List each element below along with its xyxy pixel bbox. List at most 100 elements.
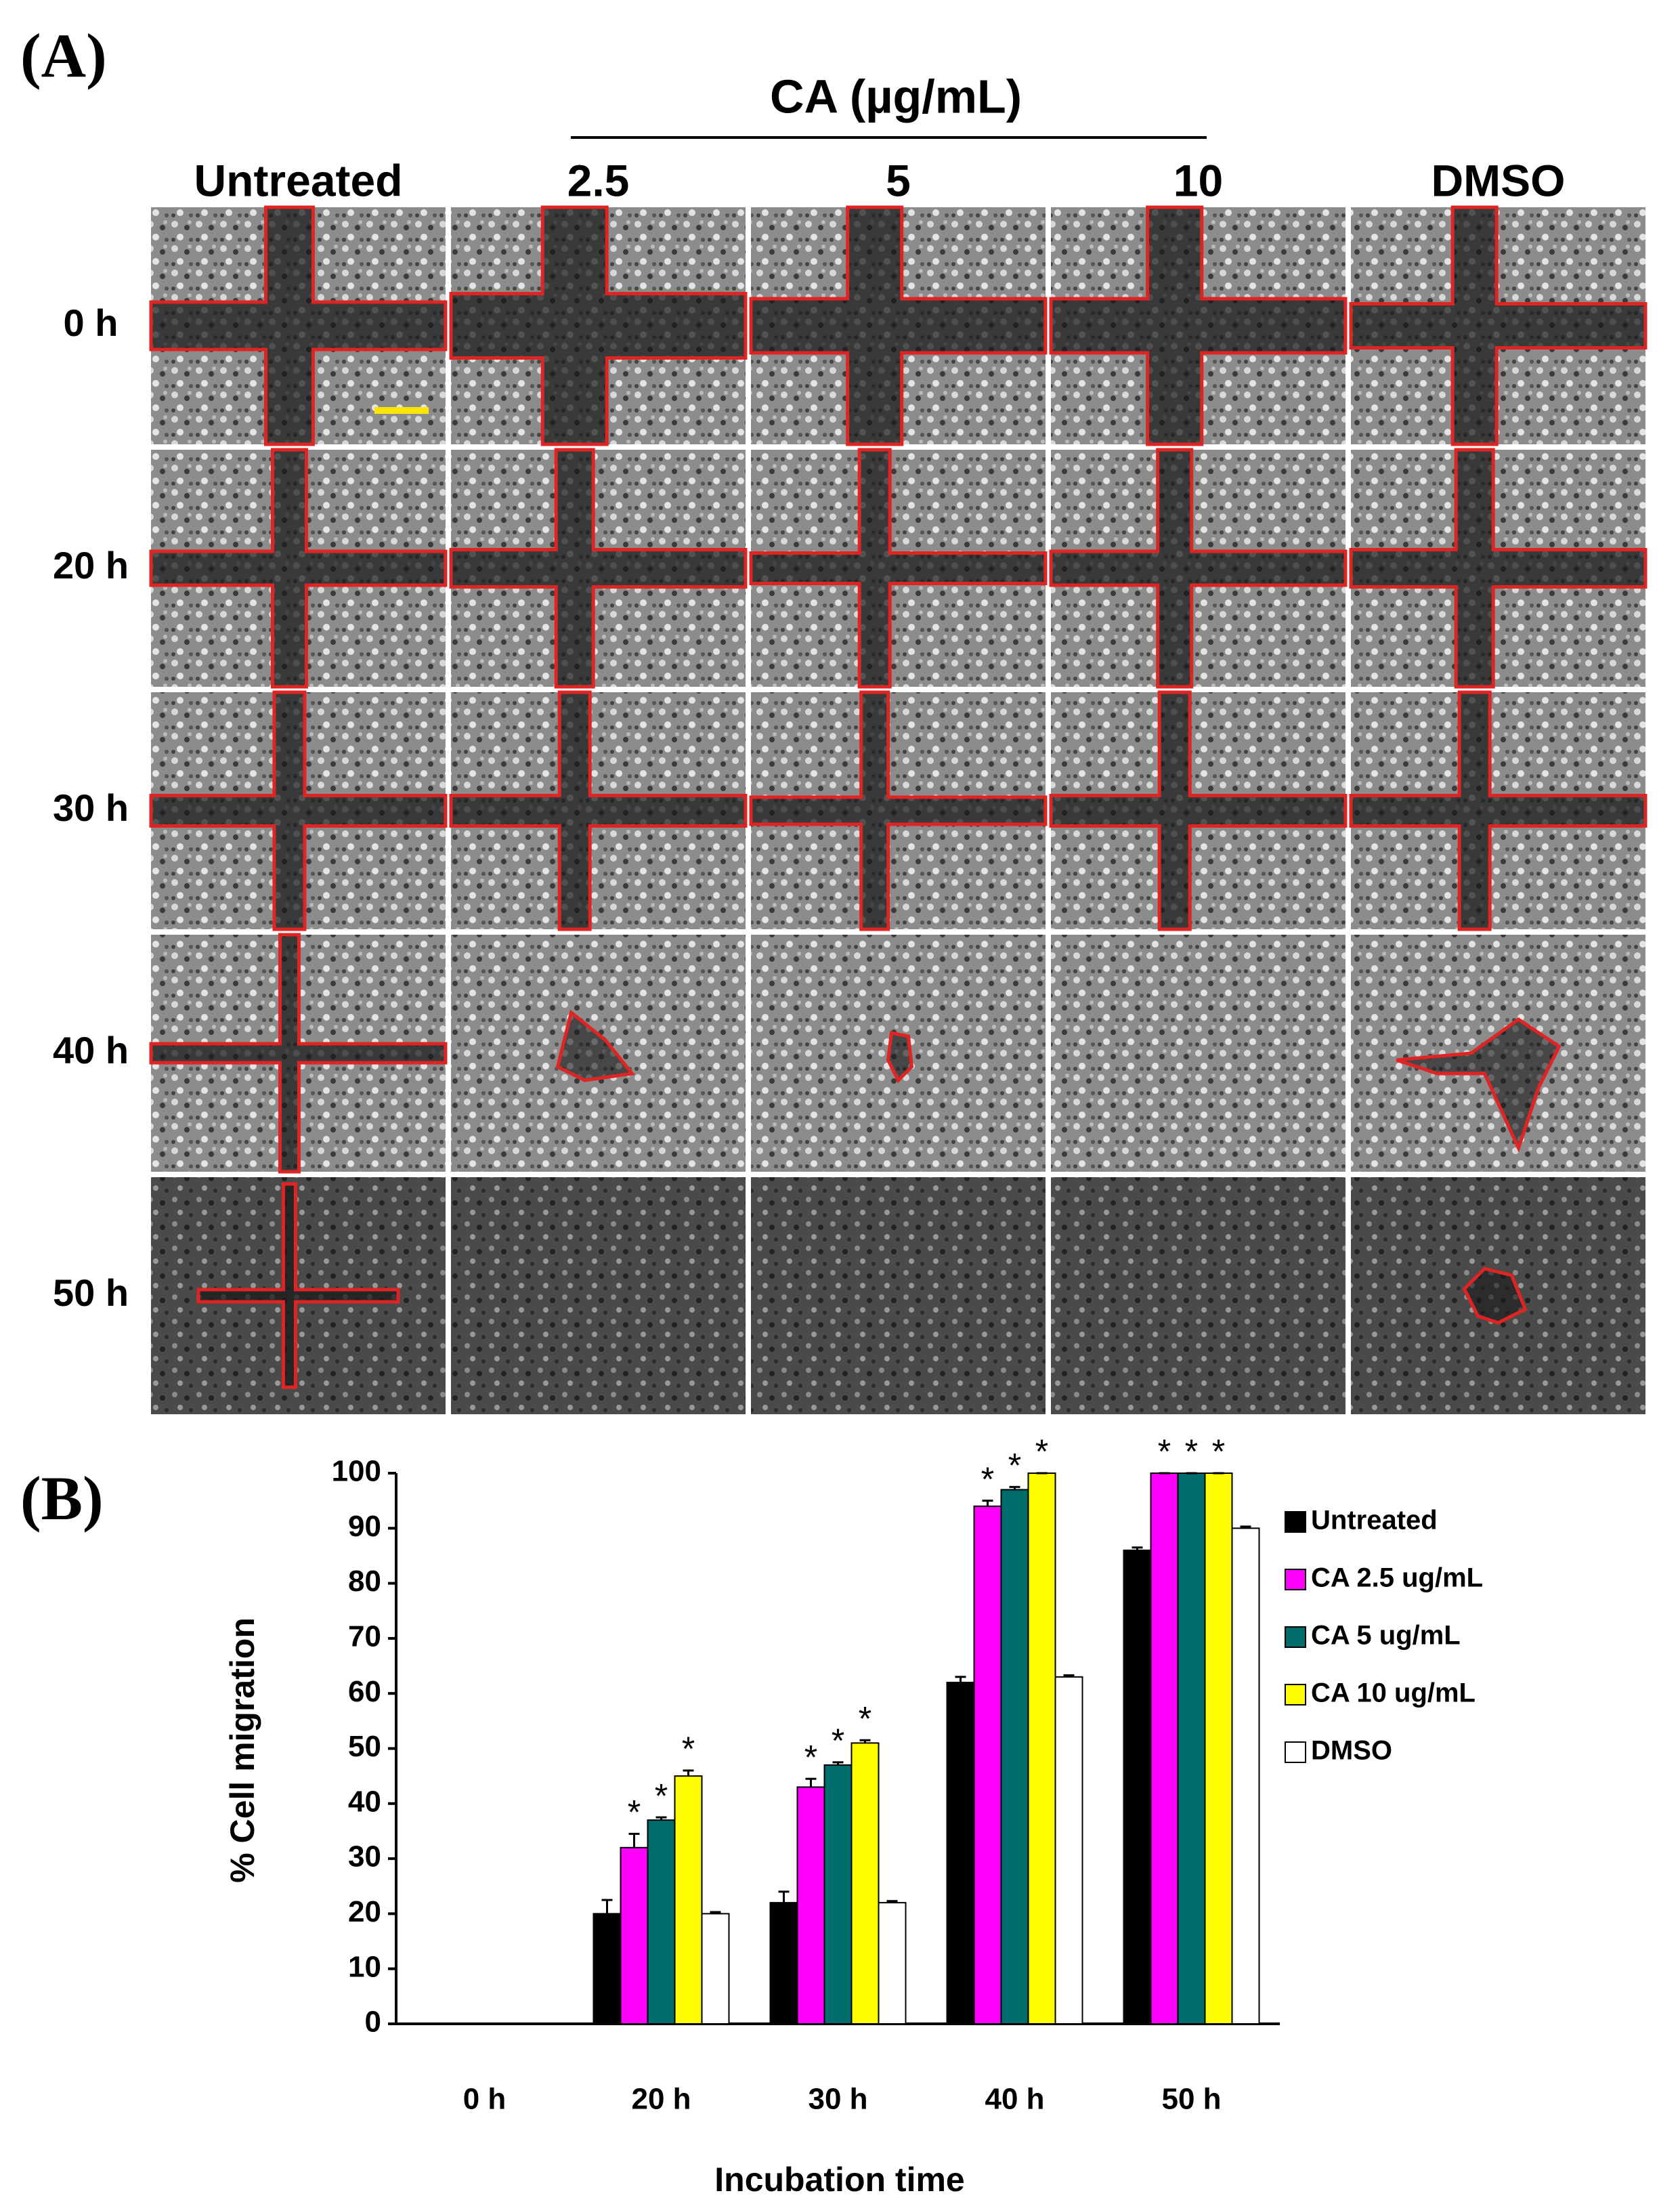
significance-marker: *	[1158, 1433, 1171, 1470]
significance-marker: *	[1008, 1447, 1021, 1485]
y-tick-label: 20	[348, 1895, 381, 1928]
x-tick-label: 20 h	[631, 2083, 691, 2116]
bar	[674, 1775, 703, 2025]
legend-label: Untreated	[1311, 1506, 1438, 1535]
error-bar	[601, 1899, 613, 1914]
error-bar	[1132, 1546, 1143, 1550]
legend-label: CA 5 ug/mL	[1311, 1621, 1461, 1651]
y-axis-label: % Cell migration	[223, 1617, 261, 1883]
error-bar	[710, 1911, 721, 1914]
wound-area	[749, 690, 1048, 931]
bar	[946, 1681, 975, 2025]
wound-area	[449, 690, 748, 931]
column-header: Untreated	[194, 155, 402, 205]
wound-area	[1349, 690, 1647, 931]
wound-area	[1462, 1267, 1528, 1325]
column-header: 2.5	[567, 155, 630, 205]
row-label: 0 h	[64, 301, 119, 344]
micrograph	[1051, 935, 1345, 1172]
significance-marker: *	[628, 1794, 641, 1831]
y-tick-label: 10	[348, 1950, 381, 1983]
row-label: 30 h	[53, 786, 129, 829]
y-tick-label: 0	[365, 2006, 381, 2039]
micrograph	[1051, 1177, 1345, 1414]
legend-label: CA 10 ug/mL	[1311, 1678, 1476, 1708]
significance-marker: *	[981, 1460, 994, 1498]
bar	[1177, 1472, 1206, 2025]
y-tick-label: 50	[348, 1730, 381, 1763]
significance-marker: *	[859, 1700, 871, 1738]
bar	[973, 1505, 1002, 2025]
row-label: 40 h	[53, 1029, 129, 1072]
error-bar	[1063, 1674, 1075, 1677]
bar	[796, 1786, 825, 2025]
error-bar	[778, 1890, 790, 1903]
y-tick-label: 80	[348, 1565, 381, 1598]
panel-label: (B)	[20, 1464, 104, 1533]
bar	[1204, 1472, 1233, 2025]
wound-area	[886, 1031, 914, 1084]
wound-area	[749, 205, 1048, 446]
significance-marker: *	[832, 1722, 844, 1760]
wound-area	[449, 448, 748, 689]
wound-area	[1049, 448, 1348, 689]
y-tick-label: 100	[332, 1455, 381, 1488]
column-header: DMSO	[1431, 155, 1566, 205]
legend-label: CA 2.5 ug/mL	[1311, 1563, 1483, 1593]
y-tick-label: 30	[348, 1840, 381, 1873]
x-tick-label: 30 h	[808, 2083, 867, 2116]
error-bar	[628, 1833, 640, 1848]
y-tick-label: 70	[348, 1620, 381, 1653]
bar	[1027, 1472, 1056, 2025]
bar	[1000, 1489, 1029, 2025]
wound-area	[196, 1182, 400, 1389]
legend-swatch	[1285, 1511, 1306, 1533]
significance-marker: *	[804, 1738, 817, 1776]
bar	[1150, 1472, 1179, 2025]
significance-marker: *	[1212, 1433, 1225, 1470]
error-bar	[955, 1676, 966, 1682]
bar	[1231, 1527, 1260, 2025]
y-tick-label: 40	[348, 1785, 381, 1818]
legend-swatch	[1285, 1684, 1306, 1705]
bar	[878, 1902, 907, 2025]
y-tick-label: 60	[348, 1675, 381, 1708]
bar	[1054, 1676, 1083, 2025]
error-bar	[1009, 1485, 1020, 1490]
error-bar	[805, 1777, 817, 1787]
significance-marker: *	[1185, 1433, 1198, 1470]
legend-swatch	[1285, 1626, 1306, 1648]
row-label: 50 h	[53, 1271, 129, 1314]
wound-area	[1049, 690, 1348, 931]
bar	[593, 1913, 622, 2025]
error-bar	[683, 1769, 694, 1777]
error-bar	[982, 1500, 993, 1506]
error-bar	[859, 1739, 871, 1743]
wound-area	[149, 933, 448, 1174]
bar	[1123, 1549, 1152, 2025]
bar	[769, 1902, 798, 2025]
bar	[850, 1742, 880, 2025]
wound-area	[149, 205, 448, 446]
wound-area	[149, 690, 448, 931]
panel-label: (A)	[20, 21, 107, 90]
micrograph	[451, 1177, 746, 1414]
significance-marker: *	[655, 1777, 668, 1815]
row-label: 20 h	[53, 544, 129, 587]
micrograph	[751, 1177, 1046, 1414]
x-tick-label: 50 h	[1161, 2083, 1221, 2116]
error-bar	[886, 1900, 898, 1903]
wound-area	[1396, 1017, 1561, 1153]
bar	[647, 1819, 676, 2025]
significance-marker: *	[1035, 1433, 1048, 1470]
significance-marker: *	[682, 1730, 695, 1768]
x-tick-label: 40 h	[985, 2083, 1044, 2116]
bar	[620, 1846, 649, 2025]
column-header: 10	[1173, 155, 1223, 205]
bar	[701, 1913, 730, 2025]
x-tick-label: 0 h	[463, 2083, 507, 2116]
wound-area	[449, 205, 748, 446]
legend-swatch	[1285, 1569, 1306, 1590]
